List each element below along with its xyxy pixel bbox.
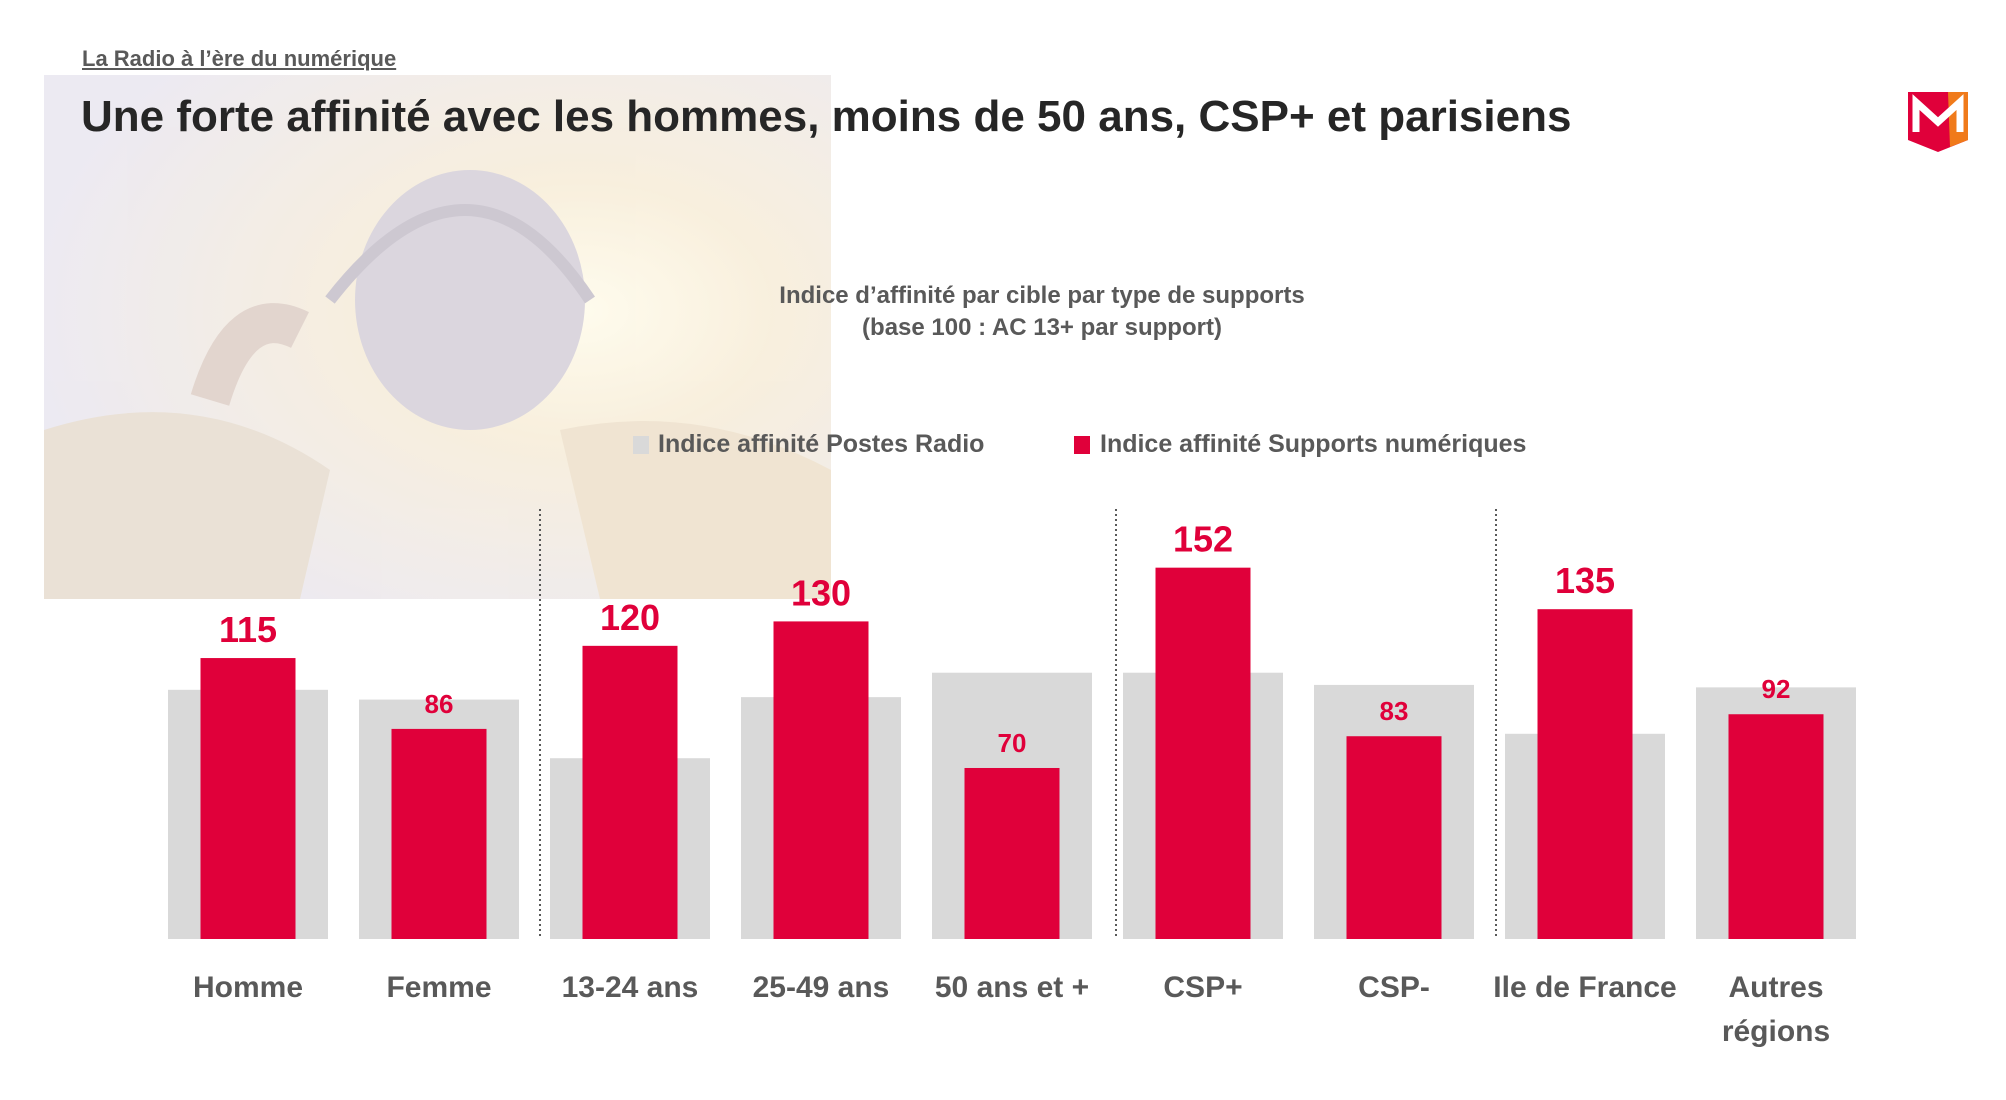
value-label: 92 — [1762, 674, 1791, 704]
x-tick-label: 25-49 ans — [752, 971, 890, 1004]
background-photo — [44, 75, 831, 599]
value-label: 152 — [1173, 519, 1233, 560]
bar — [582, 645, 678, 939]
value-label: 130 — [791, 572, 851, 613]
value-label: 86 — [425, 689, 454, 719]
value-label: 120 — [600, 597, 660, 638]
value-label: 135 — [1555, 560, 1615, 601]
x-tick-label: 13-24 ans — [561, 971, 699, 1004]
chart-subtitle: (base 100 : AC 13+ par support) — [862, 314, 1222, 341]
x-tick-label: Autres régions — [1721, 971, 1831, 1048]
legend-swatch — [1074, 436, 1090, 454]
value-label: 70 — [998, 728, 1027, 758]
value-label: 83 — [1380, 696, 1409, 726]
bar — [1346, 736, 1442, 939]
bar — [200, 658, 296, 939]
bar — [1155, 567, 1251, 939]
title: Une forte affinité avec les hommes, moin… — [81, 92, 1572, 141]
legend-label: Indice affinité Supports numériques — [1100, 430, 1527, 458]
legend-label: Indice affinité Postes Radio — [658, 430, 985, 458]
header: La Radio à l’ère du numérique — [82, 46, 397, 71]
bar — [1728, 714, 1824, 939]
x-tick-label: CSP- — [1358, 971, 1430, 1004]
logo — [1908, 92, 1968, 152]
x-tick-label: 50 ans et + — [934, 971, 1090, 1004]
bar — [773, 621, 869, 939]
chart-title: Indice d’affinité par cible par type de … — [779, 282, 1305, 309]
x-tick-label: Femme — [386, 971, 492, 1004]
bar — [1537, 609, 1633, 939]
value-label: 115 — [219, 609, 277, 650]
legend-swatch — [633, 436, 649, 454]
x-tick-label: CSP+ — [1163, 971, 1243, 1004]
x-tick-label: Ile de France — [1493, 971, 1677, 1004]
x-tick-label: Homme — [192, 971, 304, 1004]
bar — [964, 767, 1060, 939]
bar — [391, 728, 487, 939]
